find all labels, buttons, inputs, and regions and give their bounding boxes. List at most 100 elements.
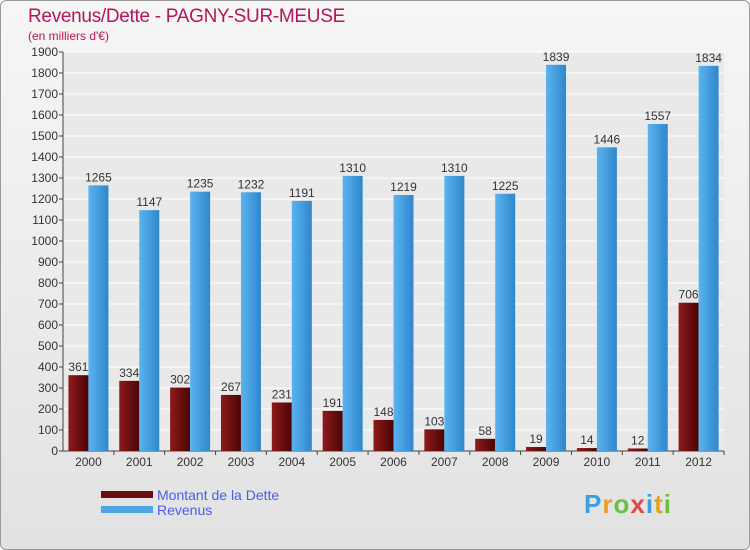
x-tick-label: 2012	[685, 455, 712, 469]
bar-dette	[271, 402, 292, 451]
x-tick-label: 2009	[533, 455, 560, 469]
x-tick-label: 2010	[584, 455, 611, 469]
bar-dette	[68, 375, 89, 451]
data-label-dette: 334	[119, 366, 139, 380]
data-label-dette: 103	[424, 414, 444, 428]
data-label-revenus: 1839	[543, 50, 570, 64]
bar-revenus	[444, 175, 465, 451]
legend-label-revenus: Revenus	[157, 501, 213, 518]
y-tick-label: 800	[38, 276, 58, 290]
data-label-dette: 361	[68, 360, 88, 374]
bar-dette	[373, 419, 394, 451]
bar-dette	[678, 302, 699, 451]
y-tick-label: 200	[38, 402, 58, 416]
logo-letter: P	[584, 489, 603, 519]
bar-revenus	[393, 195, 414, 451]
y-tick-label: 1500	[31, 129, 58, 143]
bar-dette	[424, 429, 445, 451]
data-label-revenus: 1235	[187, 177, 214, 191]
y-tick-label: 1000	[31, 234, 58, 248]
y-tick-label: 1600	[31, 108, 58, 122]
data-label-dette: 12	[631, 433, 645, 447]
bar-revenus	[139, 210, 160, 451]
data-label-dette: 231	[272, 387, 292, 401]
y-tick-label: 400	[38, 360, 58, 374]
chart-title: Revenus/Dette - PAGNY-SUR-MEUSE	[28, 6, 345, 27]
bar-dette	[220, 394, 241, 451]
y-tick-label: 500	[38, 339, 58, 353]
logo-letter: t	[654, 489, 664, 519]
bar-revenus	[546, 64, 567, 451]
bar-revenus	[190, 191, 211, 451]
bar-revenus	[647, 124, 668, 451]
data-label-dette: 706	[679, 288, 699, 302]
data-label-dette: 191	[323, 396, 343, 410]
data-label-dette: 19	[529, 432, 543, 446]
bar-dette	[119, 380, 140, 451]
bar-dette	[526, 447, 547, 451]
bar-dette	[170, 387, 191, 451]
bar-dette	[576, 448, 597, 451]
legend-item-revenus: Revenus	[101, 501, 279, 518]
x-tick-label: 2008	[482, 455, 509, 469]
x-tick-label: 2004	[278, 455, 305, 469]
data-label-revenus: 1219	[390, 180, 417, 194]
logo-letter: i	[663, 489, 672, 519]
data-label-revenus: 1232	[238, 177, 265, 191]
logo-letter: i	[645, 489, 655, 519]
x-tick-label: 2006	[380, 455, 407, 469]
y-tick-label: 900	[38, 255, 58, 269]
data-label-revenus: 1557	[644, 109, 671, 123]
x-tick-label: 2011	[635, 455, 661, 469]
x-tick-label: 2007	[431, 455, 458, 469]
proxiti-logo: Proxiti	[584, 489, 672, 520]
logo-letter: o	[613, 489, 631, 519]
bar-revenus	[291, 200, 312, 451]
x-tick-label: 2001	[126, 455, 153, 469]
legend-swatch-revenus	[101, 506, 153, 513]
data-label-dette: 302	[170, 373, 190, 387]
bar-revenus	[698, 65, 719, 452]
y-tick-label: 1400	[31, 150, 58, 164]
y-tick-label: 1700	[31, 87, 58, 101]
data-label-dette: 148	[373, 405, 393, 419]
y-tick-label: 600	[38, 318, 58, 332]
y-tick-label: 1200	[31, 192, 58, 206]
y-tick-label: 1100	[32, 213, 58, 227]
bar-revenus	[596, 147, 617, 451]
x-tick-label: 2005	[329, 455, 356, 469]
x-tick-label: 2003	[228, 455, 255, 469]
data-label-dette: 58	[479, 424, 493, 438]
y-tick-label: 1800	[31, 66, 58, 80]
data-label-revenus: 1310	[441, 161, 468, 175]
bar-revenus	[88, 185, 109, 451]
x-tick-label: 2000	[75, 455, 102, 469]
data-label-dette: 267	[221, 380, 241, 394]
data-label-revenus: 1225	[492, 179, 519, 193]
y-tick-label: 1900	[31, 45, 58, 59]
legend-item-dette: Montant de la Dette	[101, 487, 279, 503]
y-tick-label: 700	[38, 297, 58, 311]
data-label-revenus: 1834	[695, 51, 722, 65]
data-label-revenus: 1310	[339, 161, 366, 175]
legend-swatch-dette	[101, 491, 153, 498]
y-tick-label: 100	[38, 423, 58, 437]
x-tick-label: 2002	[177, 455, 204, 469]
legend: Montant de la Dette Revenus	[101, 487, 279, 518]
data-label-revenus: 1265	[85, 170, 112, 184]
y-tick-label: 1300	[31, 171, 58, 185]
bar-revenus	[495, 193, 516, 451]
data-label-revenus: 1147	[136, 195, 162, 209]
bar-revenus	[342, 175, 363, 451]
y-tick-label: 0	[51, 444, 58, 458]
logo-letter: x	[630, 489, 646, 519]
bar-revenus	[240, 192, 261, 451]
chart-subtitle: (en milliers d'€)	[28, 29, 109, 43]
data-label-revenus: 1446	[594, 132, 621, 146]
logo-letter: r	[602, 489, 614, 519]
data-label-revenus: 1191	[289, 186, 315, 200]
bar-dette	[322, 410, 343, 451]
bar-dette	[627, 448, 648, 451]
